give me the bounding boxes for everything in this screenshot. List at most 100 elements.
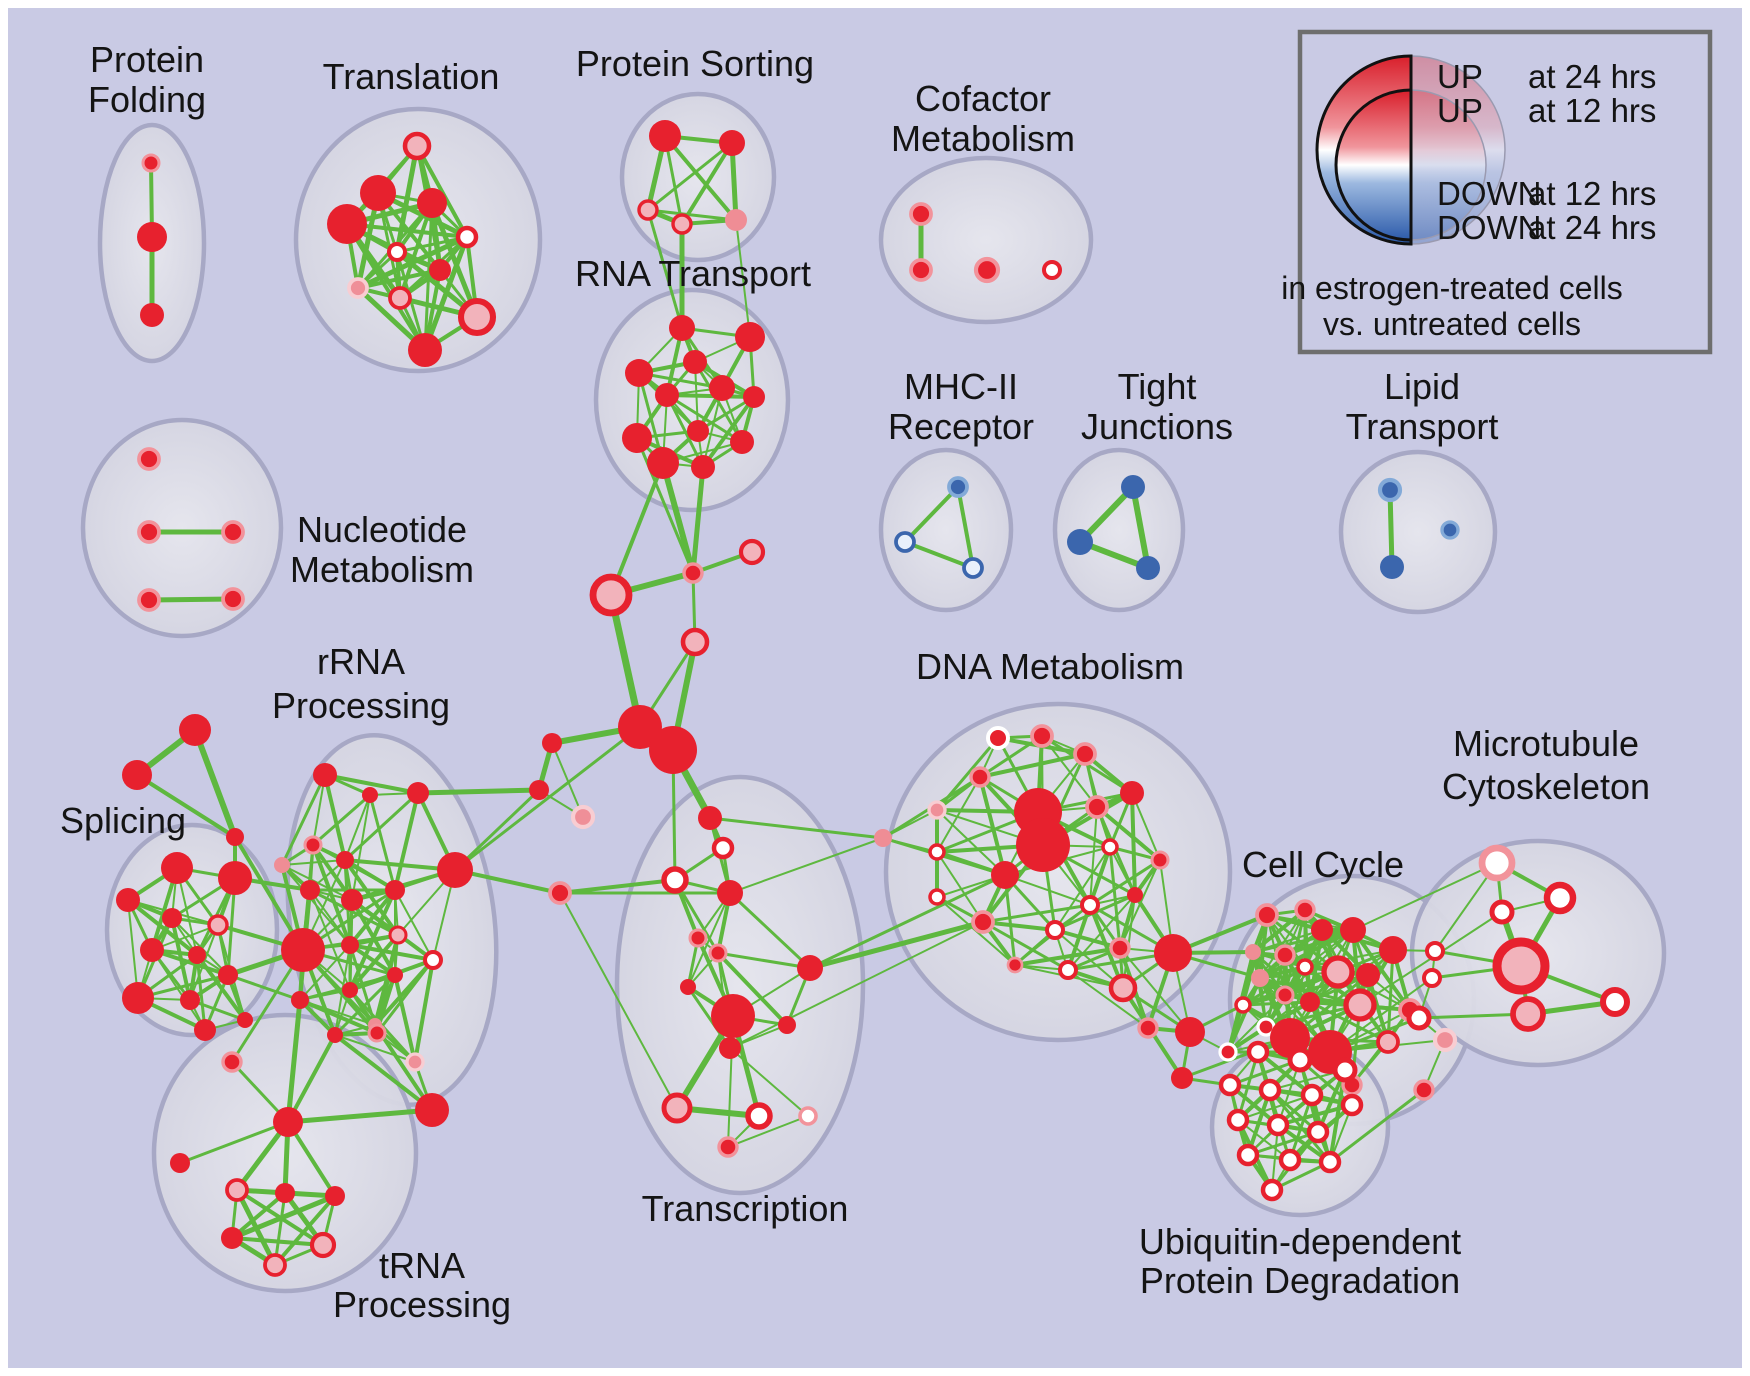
network-edge (1387, 487, 1395, 570)
network-node-cc21 (1300, 992, 1320, 1012)
legend-box (1297, 29, 1713, 355)
legend-direction-1: UP (1437, 92, 1483, 129)
network-node-t4 (327, 204, 367, 244)
cluster-label-microtubule-cytoskeleton: Cytoskeleton (1442, 766, 1650, 807)
network-node-ub6 (1300, 1083, 1324, 1107)
legend-time-2: at 12 hrs (1528, 175, 1656, 212)
network-node-rt3 (683, 350, 707, 374)
network-node-cc9 (1251, 969, 1269, 987)
network-edge (981, 920, 1070, 972)
network-edge (171, 917, 229, 976)
network-edge (729, 1047, 809, 1117)
cluster-ellipse-nucleotide-metabolism (80, 417, 284, 639)
network-node-rr1 (313, 763, 337, 787)
legend-time-1: at 12 hrs (1528, 92, 1656, 129)
network-edge (333, 973, 397, 1037)
network-edge (393, 973, 417, 1064)
network-node-tj3 (1136, 556, 1160, 580)
network-edge (701, 395, 756, 469)
network-node-fr2 (122, 760, 152, 790)
network-node-rr14 (342, 982, 358, 998)
cluster-label-tight-junctions: Junctions (1081, 406, 1233, 447)
cluster-label-microtubule-cytoskeleton: Microtubule (1453, 723, 1639, 764)
network-node-dm7 (1120, 781, 1144, 805)
network-edge (453, 725, 642, 872)
network-node-tx7 (708, 943, 728, 963)
network-node-tj1 (1121, 475, 1145, 499)
network-edge (882, 809, 938, 839)
network-node-nm5 (221, 587, 245, 611)
cluster-label-splicing: Splicing (60, 800, 186, 841)
network-node-mt3 (1489, 899, 1515, 925)
network-node-tr4 (225, 1178, 249, 1202)
network-edge (1130, 484, 1151, 571)
network-node-mtB (1510, 996, 1546, 1032)
network-node-tx8 (680, 979, 696, 995)
network-edge (413, 958, 435, 1064)
network-edge (716, 951, 789, 1027)
network-node-mh2 (894, 531, 916, 553)
network-node-tr5 (275, 1183, 295, 1203)
network-edge (368, 793, 397, 892)
network-node-cc15 (1218, 1042, 1238, 1062)
network-node-dm4 (969, 766, 991, 788)
network-edge (728, 891, 812, 970)
legend-inner-left-half (1334, 88, 1413, 242)
network-edge (1054, 929, 1124, 989)
cluster-label-protein-folding: Folding (88, 79, 206, 120)
cluster-label-nucleotide-metabolism: Nucleotide (297, 509, 467, 550)
cluster-ellipse-mhc-ii-receptor (878, 447, 1014, 613)
network-node-rr19 (415, 1093, 449, 1127)
network-edge (1122, 894, 1136, 989)
cluster-label-tight-junctions: Tight (1118, 366, 1197, 407)
network-node-ps2 (719, 130, 745, 156)
network-node-cm2 (909, 258, 933, 282)
network-node-dm14 (971, 910, 995, 934)
network-edge (686, 985, 732, 1050)
network-edge (345, 222, 469, 239)
network-edge (646, 208, 684, 330)
network-node-tr9 (263, 1253, 287, 1277)
network-edge (807, 919, 986, 971)
network-edge (978, 752, 1087, 779)
network-edge (280, 773, 327, 867)
cluster-label-rna-transport: RNA Transport (575, 253, 811, 294)
network-node-rt6 (655, 383, 679, 407)
network-node-rt11 (647, 447, 679, 479)
network-edge (1283, 973, 1370, 997)
network-edge (1131, 792, 1161, 861)
network-node-cc5 (1245, 944, 1261, 960)
cluster-label-rrna-processing: rRNA (317, 641, 405, 682)
network-node-rt4 (625, 359, 653, 387)
network-node-tx14 (798, 1106, 818, 1126)
cluster-ellipse-cofactor-metabolism (878, 155, 1094, 325)
network-node-rr6 (336, 851, 354, 869)
network-edge (1108, 845, 1122, 950)
network-node-rt9 (730, 430, 754, 454)
network-edge (375, 958, 435, 1035)
network-edge (882, 837, 938, 853)
network-edge (1109, 846, 1136, 896)
network-edge (281, 864, 353, 901)
network-node-br2 (1137, 1017, 1159, 1039)
network-node-rr5 (274, 857, 290, 873)
network-node-dm9 (1101, 838, 1119, 856)
network-node-tr1 (221, 1051, 243, 1073)
network-node-lt1 (1377, 477, 1403, 503)
network-edge (415, 144, 469, 239)
network-edge (334, 1034, 416, 1063)
network-node-dm11 (1150, 850, 1170, 870)
network-edge (956, 485, 975, 570)
network-edge (729, 921, 984, 1049)
network-edge (1088, 858, 1162, 907)
network-node-l2 (529, 780, 549, 800)
network-edge (394, 889, 434, 961)
network-node-rr16 (327, 1027, 343, 1043)
network-edge (687, 892, 731, 988)
network-node-ps4 (671, 213, 693, 235)
network-edge (395, 235, 469, 254)
network-node-cc16 (1356, 963, 1380, 987)
network-node-rr11 (341, 936, 359, 954)
network-node-t7 (429, 259, 451, 281)
network-node-rr7 (437, 852, 473, 888)
